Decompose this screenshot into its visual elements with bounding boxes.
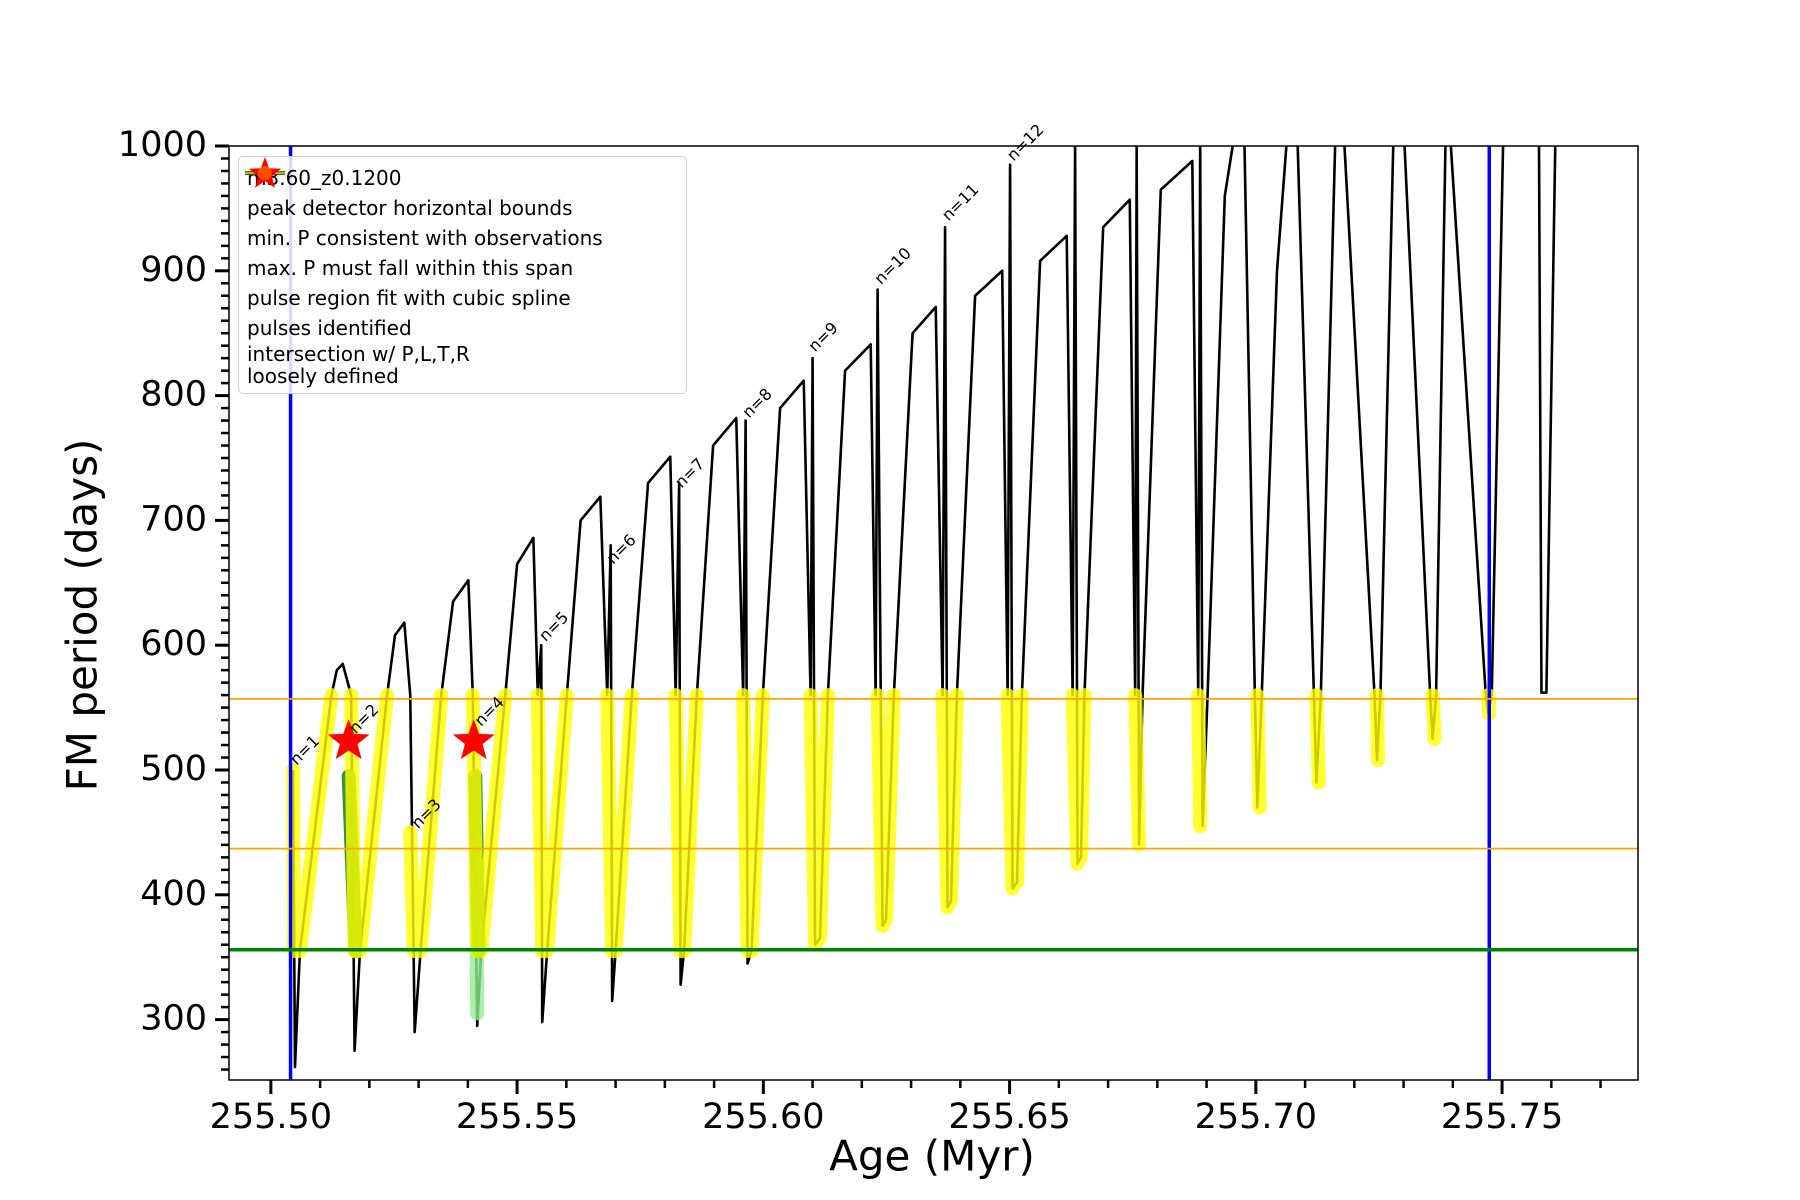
legend-marker xyxy=(258,166,272,180)
annotation: n=6 xyxy=(603,530,640,567)
data-band xyxy=(286,688,1497,958)
plot-area xyxy=(229,146,1638,1080)
annotation: n=12 xyxy=(1003,120,1047,164)
y-tick-label: 400 xyxy=(140,874,207,914)
legend-label: intersection w/ P,L,T,R loosely defined xyxy=(247,342,470,388)
y-tick-label: 800 xyxy=(140,375,207,415)
y-tick-label: 600 xyxy=(140,624,207,664)
annotation: n=9 xyxy=(804,318,841,355)
legend-entry: max. P must fall within this span xyxy=(245,172,678,283)
legend-entry: min. P consistent with observations xyxy=(245,171,678,253)
annotation: n=11 xyxy=(938,180,982,224)
annotation: n=8 xyxy=(738,384,775,421)
legend-marker xyxy=(248,157,282,188)
legend-entry: pulse region fit with cubic spline xyxy=(247,169,678,313)
x-tick-label: 255.70 xyxy=(1195,1097,1317,1137)
legend-label: min. P consistent with observations xyxy=(247,226,603,250)
x-tick-label: 255.50 xyxy=(210,1097,332,1137)
legend-entry: m3.60_z0.1200 xyxy=(245,163,678,193)
y-tick-label: 900 xyxy=(140,250,207,290)
annotation: n=10 xyxy=(870,244,914,288)
x-axis-label: Age (Myr) xyxy=(829,1132,1035,1181)
star-marker xyxy=(452,719,495,760)
y-axis-label: FM period (days) xyxy=(58,439,107,792)
y-tick-label: 700 xyxy=(140,499,207,539)
star-marker xyxy=(327,719,370,760)
legend-label: peak detector horizontal bounds xyxy=(247,196,573,220)
legend-entry: pulses identified xyxy=(247,157,678,343)
legend-label: pulse region fit with cubic spline xyxy=(247,286,571,310)
legend-entry: intersection w/ P,L,T,R loosely defined xyxy=(247,166,678,388)
y-tick-label: 500 xyxy=(140,749,207,789)
x-tick-label: 255.75 xyxy=(1441,1097,1563,1137)
annotation: n=5 xyxy=(535,608,572,645)
legend-label: pulses identified xyxy=(247,316,412,340)
plot-frame xyxy=(228,145,1639,1081)
legend-symbol xyxy=(258,166,272,180)
legend-symbol xyxy=(248,157,282,188)
x-tick-label: 255.55 xyxy=(456,1097,578,1137)
legend-label: max. P must fall within this span xyxy=(247,256,574,280)
legend-label: m3.60_z0.1200 xyxy=(247,166,402,190)
annotation: n=7 xyxy=(671,454,708,491)
legend-entry: peak detector horizontal bounds xyxy=(245,171,678,223)
x-tick-label: 255.60 xyxy=(702,1097,824,1137)
y-tick-label: 1000 xyxy=(118,125,207,165)
y-tick-label: 300 xyxy=(140,999,207,1039)
x-tick-label: 255.65 xyxy=(948,1097,1070,1137)
